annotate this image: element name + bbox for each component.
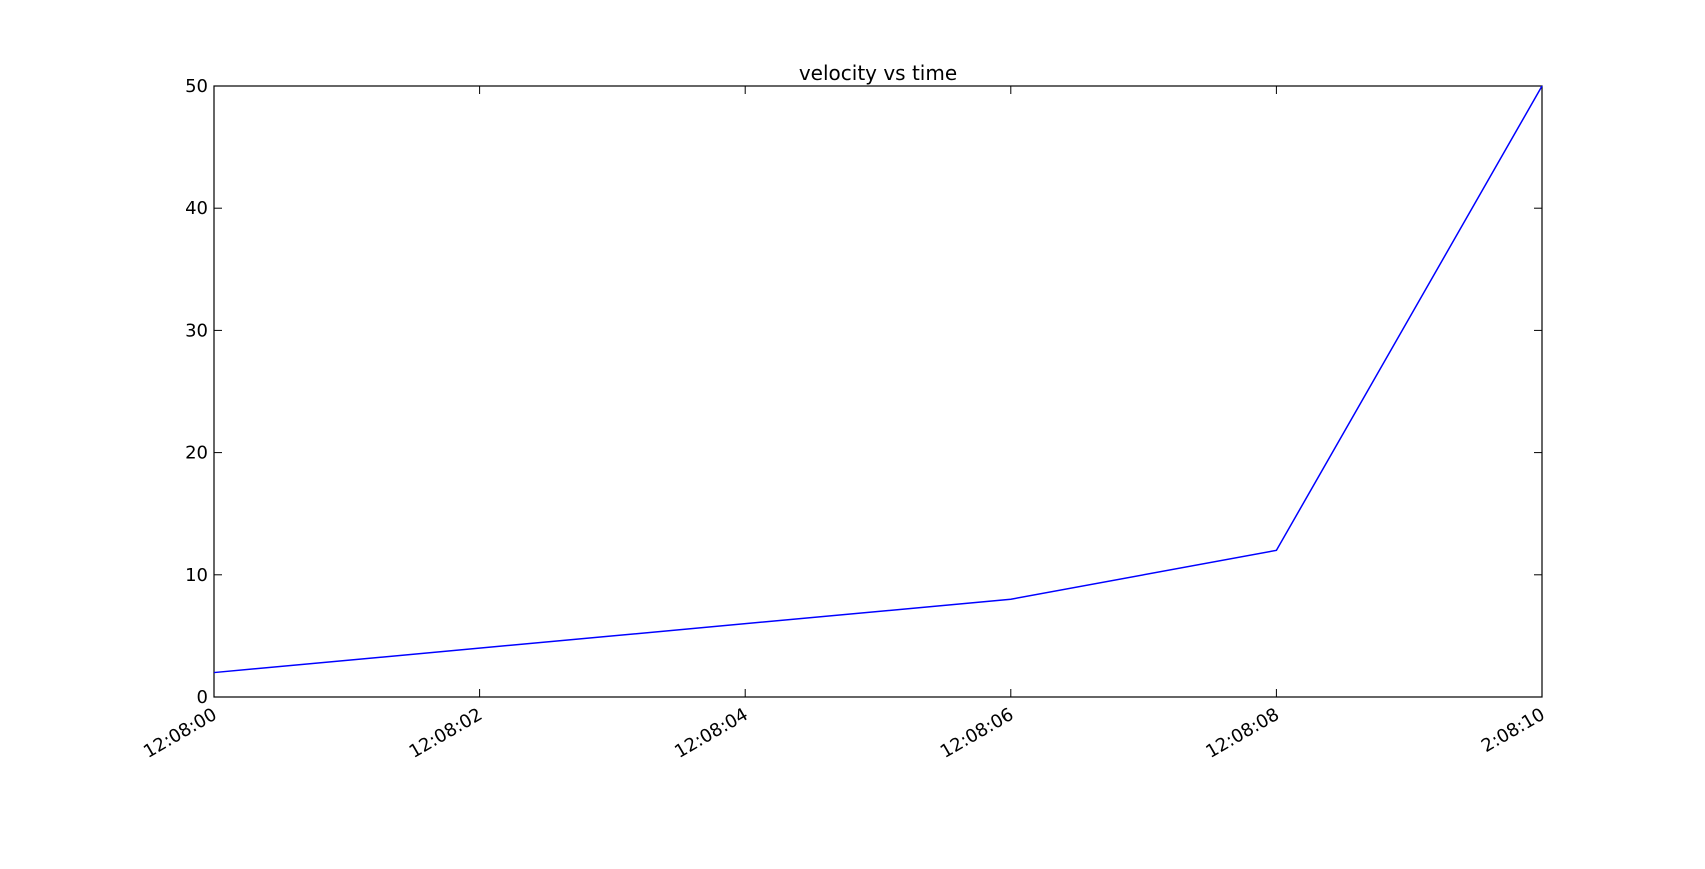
series-line (213, 85, 1543, 674)
y-tick-label: 50 (185, 76, 208, 97)
x-tick-label: 12:08:04 (671, 704, 752, 763)
chart-title: velocity vs time (799, 61, 957, 85)
y-tick-label: 40 (185, 198, 208, 219)
y-tick-label: 10 (185, 565, 208, 586)
y-tick-label: 0 (197, 687, 208, 708)
x-tick-label: 12:08:00 (140, 704, 221, 763)
x-tick-label: 2:08:10 (1478, 704, 1549, 757)
y-tick-label: 20 (185, 443, 208, 464)
x-tick-label: 12:08:08 (1202, 704, 1283, 763)
plot-area (213, 85, 1543, 698)
y-tick-label: 30 (185, 320, 208, 341)
x-tick-label: 12:08:06 (937, 704, 1018, 763)
x-tick-label: 12:08:02 (406, 704, 487, 763)
